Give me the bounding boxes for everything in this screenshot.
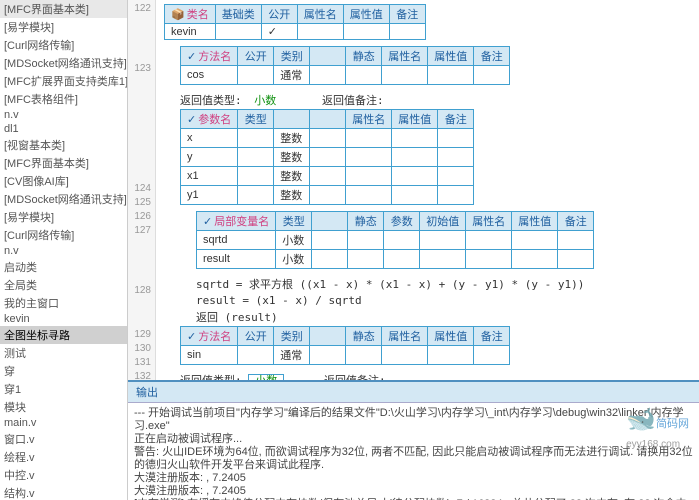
code-line[interactable]: sqrtd = 求平方根 ((x1 - x) * (x1 - x) + (y -… xyxy=(196,275,691,293)
tree-item[interactable]: n.v xyxy=(0,244,127,258)
tree-item[interactable]: [MDSocket网络通讯支持] xyxy=(0,190,127,208)
tree-item[interactable]: 结构.v xyxy=(0,484,127,500)
tree-item[interactable]: 测试 xyxy=(0,344,127,362)
output-body[interactable]: --- 开始调试当前项目"内存学习"编译后的结果文件"D:\火山学习\内存学习\… xyxy=(128,403,699,500)
tree-item[interactable]: [MFC界面基本类] xyxy=(0,154,127,172)
data-table[interactable]: 📦类名基础类公开属性名属性值备注kevin✓ xyxy=(164,4,426,40)
tree-item[interactable]: 窗口.v xyxy=(0,430,127,448)
output-tab[interactable]: 输出 xyxy=(128,382,699,403)
main-area: 1221231241251261271281291301311321331341… xyxy=(128,0,699,500)
tree-item[interactable]: n.v xyxy=(0,108,127,122)
tree-item[interactable]: [视窗基本类] xyxy=(0,136,127,154)
tree-item[interactable]: 中控.v xyxy=(0,466,127,484)
tree-item[interactable]: dl1 xyxy=(0,122,127,136)
tree-item[interactable]: [MFC扩展界面支持类库1] xyxy=(0,72,127,90)
tree-item[interactable]: [易学模块] xyxy=(0,208,127,226)
tree-item[interactable]: 绘程.v xyxy=(0,448,127,466)
code-line[interactable]: 返回 (result) xyxy=(196,308,691,326)
tree-item[interactable]: 我的主窗口 xyxy=(0,294,127,312)
tree-item[interactable]: 穿 xyxy=(0,362,127,380)
tree-item[interactable]: [MFC表格组件] xyxy=(0,90,127,108)
tree-item[interactable]: kevin xyxy=(0,312,127,326)
tree-item[interactable]: [易学模块] xyxy=(0,18,127,36)
tree-item[interactable]: main.v xyxy=(0,416,127,430)
tree-item[interactable]: 启动类 xyxy=(0,258,127,276)
tree-item[interactable]: [Curl网络传输] xyxy=(0,36,127,54)
tree-item[interactable]: [Curl网络传输] xyxy=(0,226,127,244)
project-tree[interactable]: [MFC界面基本类][易学模块][Curl网络传输][MDSocket网络通讯支… xyxy=(0,0,128,500)
code-line[interactable]: result = (x1 - x) / sqrtd xyxy=(196,293,691,308)
tree-item[interactable]: 穿1 xyxy=(0,380,127,398)
line-numbers: 1221231241251261271281291301311321331341… xyxy=(128,0,156,380)
code-editor[interactable]: 1221231241251261271281291301311321331341… xyxy=(128,0,699,380)
output-panel: 输出 --- 开始调试当前项目"内存学习"编译后的结果文件"D:\火山学习\内存… xyxy=(128,380,699,500)
tree-item[interactable]: [CV图像AI库] xyxy=(0,172,127,190)
editor-content[interactable]: 📦类名基础类公开属性名属性值备注kevin✓ ✓方法名公开类别静态属性名属性值备注… xyxy=(156,0,699,380)
data-table[interactable]: ✓方法名公开类别静态属性名属性值备注sin通常 xyxy=(180,326,510,365)
data-table[interactable]: ✓参数名类型属性名属性值备注x整数y整数x1整数y1整数 xyxy=(180,109,474,205)
tree-item[interactable]: [MDSocket网络通讯支持] xyxy=(0,54,127,72)
tree-item[interactable]: 全图坐标寻路 xyxy=(0,326,127,344)
data-table[interactable]: ✓方法名公开类别静态属性名属性值备注cos通常 xyxy=(180,46,510,85)
tree-item[interactable]: [MFC界面基本类] xyxy=(0,0,127,18)
data-table[interactable]: ✓局部变量名类型静态参数初始值属性名属性值备注sqrtd小数result小数 xyxy=(196,211,594,269)
tree-item[interactable]: 全局类 xyxy=(0,276,127,294)
tree-item[interactable]: 模块 xyxy=(0,398,127,416)
